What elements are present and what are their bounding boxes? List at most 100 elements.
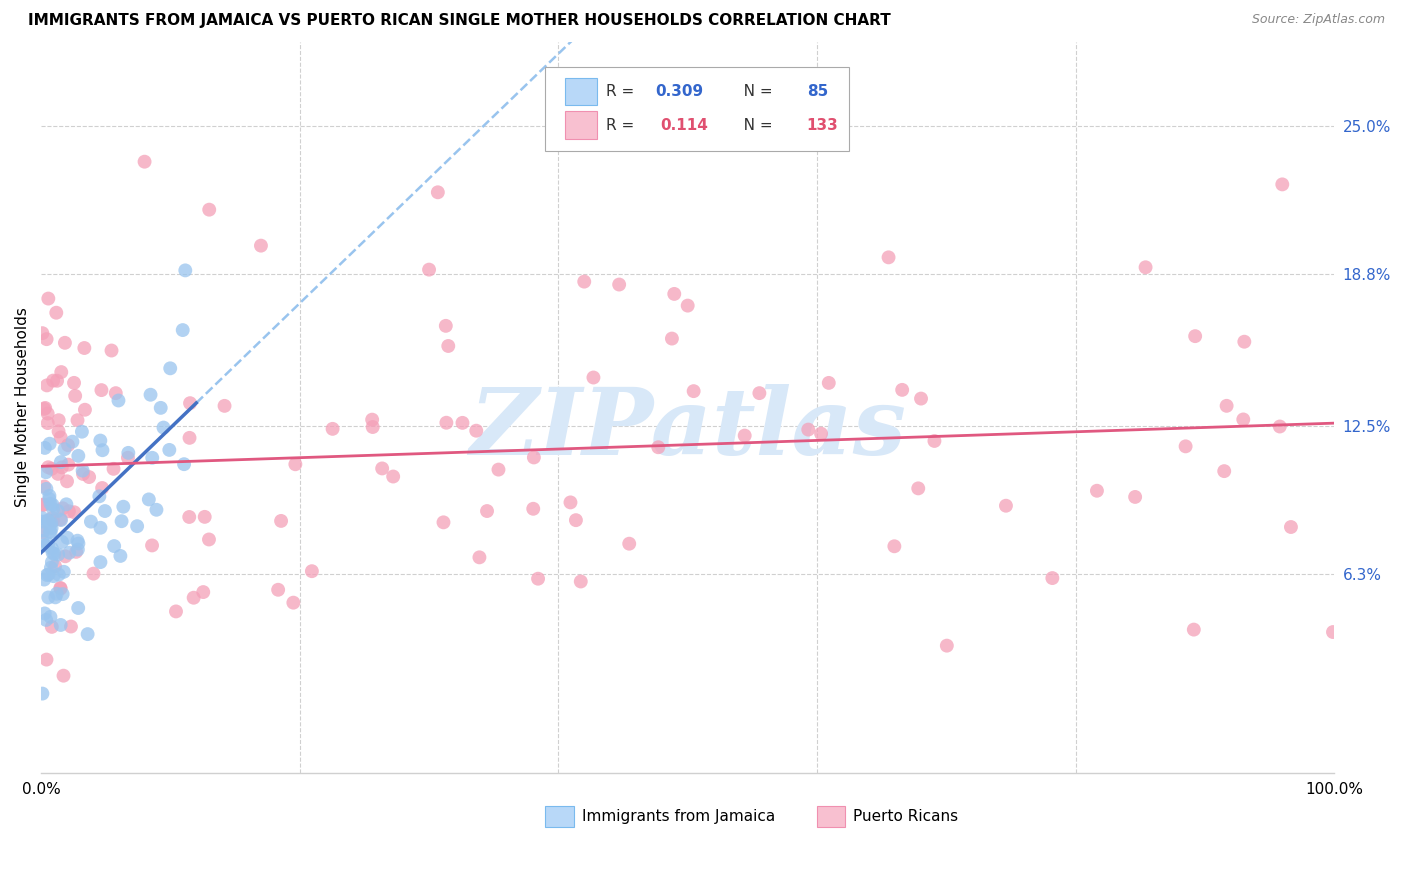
Point <box>134 154 156 169</box>
Point <box>52 587 75 601</box>
Point <box>1279 520 1302 534</box>
Point <box>48 567 70 582</box>
Point <box>41 521 63 535</box>
Point <box>39 497 62 511</box>
Point <box>267 582 290 597</box>
Point <box>72 464 94 478</box>
Point <box>37 513 59 527</box>
Point <box>1182 623 1205 637</box>
Text: 133: 133 <box>807 118 838 133</box>
Point <box>1215 399 1237 413</box>
Point <box>41 546 63 560</box>
Point <box>100 343 122 358</box>
Point <box>810 426 832 441</box>
Point <box>32 479 55 493</box>
Point <box>174 263 197 277</box>
Point <box>817 376 839 390</box>
Point <box>139 388 162 402</box>
Point <box>39 524 62 539</box>
Point <box>37 292 59 306</box>
Point <box>32 524 55 538</box>
Point <box>66 413 89 427</box>
Point <box>1268 419 1291 434</box>
Point <box>1135 260 1157 275</box>
Point <box>112 500 135 514</box>
Point <box>41 498 63 512</box>
Point <box>49 512 72 526</box>
Point <box>51 365 73 379</box>
Point <box>35 332 58 346</box>
Point <box>32 498 55 512</box>
Point <box>682 384 704 398</box>
Point <box>1271 178 1294 192</box>
Point <box>1040 571 1063 585</box>
Point <box>103 539 125 553</box>
FancyBboxPatch shape <box>546 806 574 827</box>
Point <box>523 450 546 465</box>
Point <box>475 504 498 518</box>
Point <box>59 619 82 633</box>
Point <box>283 596 305 610</box>
Point <box>49 430 72 444</box>
Point <box>194 509 217 524</box>
Point <box>55 497 77 511</box>
Point <box>32 573 55 587</box>
Point <box>76 627 98 641</box>
Point <box>1123 490 1146 504</box>
Point <box>42 374 65 388</box>
Point <box>32 401 55 416</box>
Point <box>565 513 588 527</box>
Point <box>34 538 56 552</box>
Point <box>141 538 163 552</box>
Point <box>31 515 53 529</box>
Point <box>89 521 111 535</box>
Point <box>527 572 550 586</box>
Point <box>38 524 60 539</box>
Point <box>52 668 75 682</box>
Point <box>361 412 384 426</box>
Point <box>35 568 58 582</box>
Point <box>72 467 94 481</box>
Point <box>52 501 75 516</box>
Point <box>35 613 58 627</box>
Point <box>44 559 66 574</box>
Point <box>883 539 905 553</box>
Point <box>165 604 187 618</box>
Point <box>582 370 605 384</box>
Point <box>89 489 111 503</box>
Point <box>45 587 67 601</box>
Point <box>434 416 457 430</box>
Text: 0.309: 0.309 <box>655 84 703 99</box>
Point <box>80 515 103 529</box>
Point <box>924 434 946 448</box>
Point <box>31 511 53 525</box>
Point <box>179 431 201 445</box>
Point <box>522 501 544 516</box>
Point <box>31 326 53 341</box>
Point <box>37 460 59 475</box>
Point <box>34 607 56 621</box>
Text: Source: ZipAtlas.com: Source: ZipAtlas.com <box>1251 13 1385 27</box>
Point <box>250 238 273 252</box>
Point <box>149 401 172 415</box>
Point <box>607 277 630 292</box>
Point <box>103 462 125 476</box>
Point <box>31 533 53 548</box>
Text: IMMIGRANTS FROM JAMAICA VS PUERTO RICAN SINGLE MOTHER HOUSEHOLDS CORRELATION CHA: IMMIGRANTS FROM JAMAICA VS PUERTO RICAN … <box>28 13 891 29</box>
Point <box>214 399 236 413</box>
Point <box>1213 464 1236 478</box>
Point <box>44 591 66 605</box>
Point <box>46 374 69 388</box>
Point <box>1184 329 1206 343</box>
Point <box>41 541 63 556</box>
Point <box>45 306 67 320</box>
Point <box>748 386 770 401</box>
Point <box>664 286 686 301</box>
FancyBboxPatch shape <box>817 806 845 827</box>
Point <box>322 422 344 436</box>
Point <box>32 498 55 512</box>
Point <box>284 457 307 471</box>
Point <box>63 389 86 403</box>
Point <box>451 416 474 430</box>
Point <box>46 548 69 562</box>
